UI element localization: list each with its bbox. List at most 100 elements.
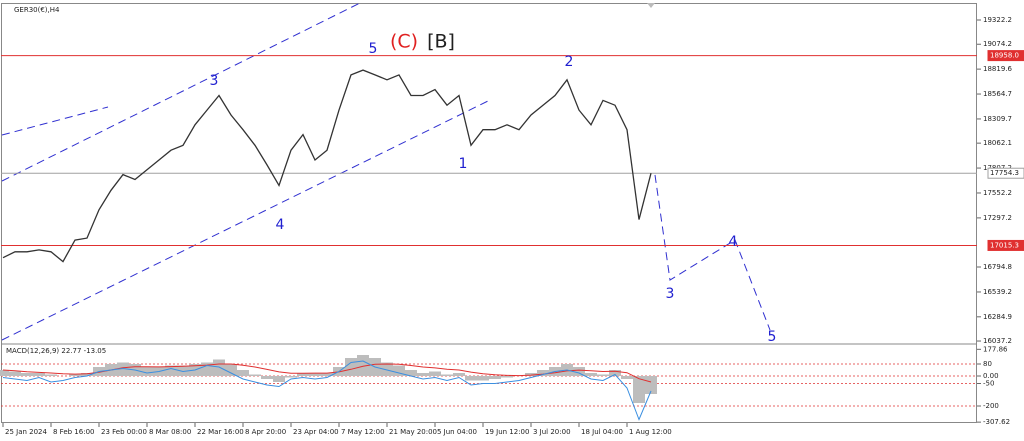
histogram-bar — [453, 373, 465, 376]
channel-line — [1, 106, 109, 136]
x-tick-label: 8 Feb 16:00 — [53, 428, 94, 436]
y-tick-label: 19322.2 — [983, 16, 1012, 24]
wave-label: 5 — [369, 41, 378, 57]
histogram-bar — [405, 370, 417, 376]
y-tick-label: 17552.2 — [983, 189, 1012, 197]
level-label: 18958.0 — [990, 52, 1019, 60]
histogram-bar — [177, 365, 189, 376]
histogram-bar — [525, 373, 537, 376]
level-label-box — [987, 167, 1024, 179]
histogram-bar — [0, 370, 9, 376]
histogram-bar — [441, 374, 453, 376]
histogram-bar — [273, 376, 285, 382]
x-tick-label: 23 Apr 04:00 — [293, 428, 339, 436]
histogram-bar — [477, 376, 489, 381]
histogram-bar — [141, 367, 153, 376]
wave-label: 2 — [565, 54, 574, 70]
x-tick-label: 25 Jan 2024 — [5, 428, 48, 436]
histogram-bar — [261, 376, 273, 379]
histogram-bar — [633, 376, 645, 403]
projection-line — [654, 174, 771, 331]
y-tick-label: -50 — [983, 380, 994, 388]
y-tick-label: 18819.6 — [983, 65, 1012, 73]
y-tick-label: 18564.7 — [983, 90, 1012, 98]
histogram-bar — [621, 376, 633, 379]
histogram-bar — [501, 376, 513, 378]
wave-label: 4 — [276, 217, 285, 233]
y-tick-label: 177.86 — [983, 345, 1008, 353]
y-tick-label: 19074.2 — [983, 40, 1012, 48]
level-label: 17754.3 — [990, 169, 1019, 177]
indicator-title: MACD(12,26,9) 22.77 -13.05 — [6, 347, 106, 355]
histogram-bar — [237, 370, 249, 376]
histogram-bar — [69, 374, 81, 376]
x-tick-label: 7 May 12:00 — [341, 428, 385, 436]
histogram-bar — [465, 376, 477, 381]
x-tick-label: 8 Mar 08:00 — [149, 428, 191, 436]
x-tick-label: 19 Jun 12:00 — [485, 428, 529, 436]
chart-title: GER30(€),H4 — [14, 6, 60, 14]
histogram-bar — [81, 373, 93, 376]
channel-line — [1, 2, 361, 182]
frame — [1, 3, 977, 423]
histogram-bar — [645, 376, 657, 394]
histogram-bar — [489, 376, 501, 379]
histogram-bar — [21, 373, 33, 376]
y-tick-label: 16794.8 — [983, 263, 1012, 271]
histogram-bar — [381, 362, 393, 376]
histogram-bar — [9, 371, 21, 376]
wave-label: [B] — [427, 31, 455, 53]
y-tick-label: 16037.2 — [983, 337, 1012, 345]
histogram-bar — [33, 373, 45, 376]
x-tick-label: 1 Aug 12:00 — [629, 428, 672, 436]
histogram-bar — [249, 374, 261, 376]
histogram-bar — [213, 359, 225, 376]
histogram-bar — [165, 365, 177, 376]
histogram-bar — [417, 373, 429, 376]
y-tick-label: 18309.7 — [983, 115, 1012, 123]
x-tick-label: 18 Jul 04:00 — [581, 428, 623, 436]
y-tick-label: 16539.2 — [983, 288, 1012, 296]
price-line — [2, 69, 652, 263]
y-tick-label: -307.62 — [983, 418, 1010, 426]
histogram-bar — [117, 362, 129, 376]
wave-label: 3 — [210, 73, 219, 89]
x-tick-label: 3 Jul 20:00 — [533, 428, 571, 436]
histogram-bar — [585, 373, 597, 376]
wave-label: 1 — [459, 156, 468, 172]
x-tick-label: 5 Jun 04:00 — [437, 428, 477, 436]
level-label-box — [987, 239, 1024, 251]
histogram-bar — [393, 365, 405, 376]
histogram-bar — [321, 373, 333, 376]
y-tick-label: 18062.1 — [983, 139, 1012, 147]
y-tick-label: 0.00 — [983, 372, 999, 380]
y-tick-label: -200 — [983, 402, 999, 410]
histogram-bar — [357, 355, 369, 376]
y-tick-label: 80 — [983, 360, 992, 368]
x-tick-label: 22 Mar 16:00 — [197, 428, 244, 436]
x-tick-label: 8 Apr 20:00 — [245, 428, 286, 436]
wave-label: 4 — [729, 234, 738, 250]
x-tick-label: 21 May 20:00 — [389, 428, 437, 436]
histogram-bar — [597, 374, 609, 376]
wave-label: 5 — [768, 329, 777, 345]
histogram-bar — [285, 376, 297, 378]
histogram-bar — [345, 358, 357, 376]
histogram-bar — [537, 370, 549, 376]
level-label: 17015.3 — [990, 241, 1019, 249]
wave-label: (C) — [390, 31, 418, 53]
indicator-line — [2, 360, 652, 421]
wave-label: 3 — [666, 286, 675, 302]
histogram-bar — [609, 370, 621, 376]
histogram-bar — [297, 373, 309, 376]
x-tick-label: 23 Feb 00:00 — [101, 428, 147, 436]
trendlines — [1, 2, 771, 341]
y-tick-label: 17297.2 — [983, 214, 1012, 222]
period-marker — [647, 3, 655, 8]
histogram-bar — [225, 364, 237, 376]
histogram-bar — [309, 373, 321, 376]
level-label-box — [987, 50, 1024, 62]
y-tick-label: 16284.9 — [983, 313, 1012, 321]
histogram-bar — [45, 374, 57, 376]
